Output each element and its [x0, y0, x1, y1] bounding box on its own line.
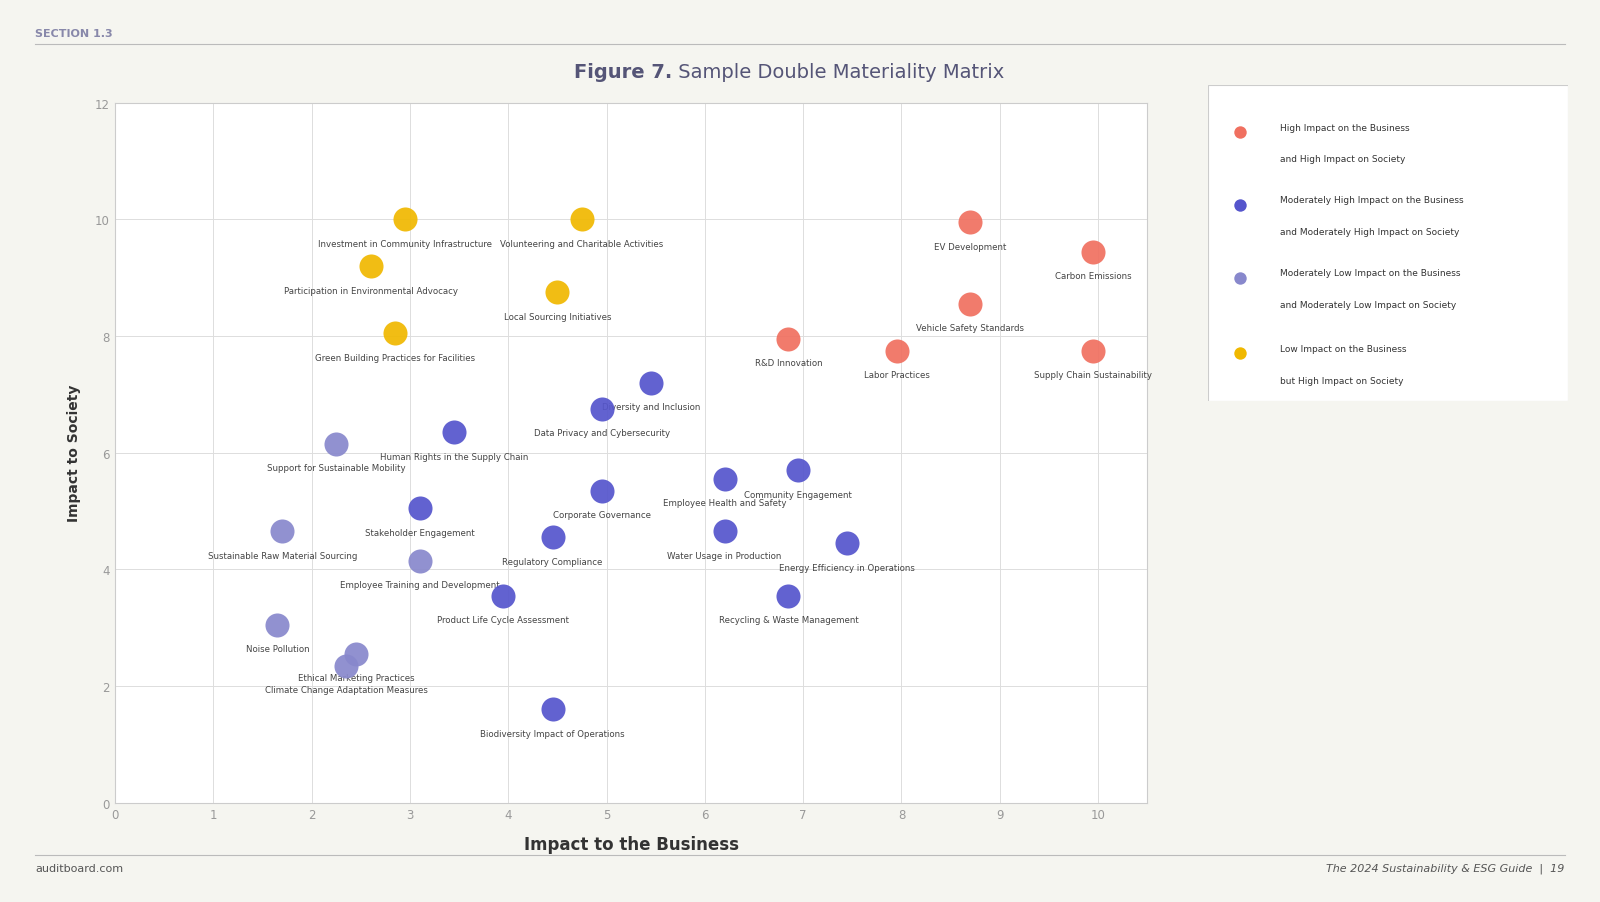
Text: SECTION 1.3: SECTION 1.3 — [35, 29, 114, 39]
Point — [539, 703, 565, 717]
Text: Climate Change Adaptation Measures: Climate Change Adaptation Measures — [264, 686, 427, 695]
Point — [957, 298, 982, 312]
Point — [957, 216, 982, 230]
Point — [835, 537, 861, 551]
Point — [539, 530, 565, 545]
Text: Employee Health and Safety: Employee Health and Safety — [662, 499, 786, 508]
Point — [544, 286, 570, 300]
Text: Figure 7.: Figure 7. — [574, 62, 672, 82]
Text: Sample Double Materiality Matrix: Sample Double Materiality Matrix — [672, 62, 1005, 82]
Point — [442, 426, 467, 440]
Point — [1080, 344, 1106, 358]
Text: Investment in Community Infrastructure: Investment in Community Infrastructure — [318, 240, 493, 249]
Text: and High Impact on Society: and High Impact on Society — [1280, 155, 1405, 164]
Point — [406, 502, 432, 516]
Text: Green Building Practices for Facilities: Green Building Practices for Facilities — [315, 354, 475, 363]
Text: Biodiversity Impact of Operations: Biodiversity Impact of Operations — [480, 729, 626, 738]
Point — [883, 344, 909, 358]
Text: Support for Sustainable Mobility: Support for Sustainable Mobility — [267, 464, 406, 473]
Text: Sustainable Raw Material Sourcing: Sustainable Raw Material Sourcing — [208, 551, 357, 560]
Text: Data Privacy and Cybersecurity: Data Privacy and Cybersecurity — [534, 429, 670, 438]
Point — [1080, 245, 1106, 260]
Text: Volunteering and Charitable Activities: Volunteering and Charitable Activities — [501, 240, 664, 249]
Text: Moderately Low Impact on the Business: Moderately Low Impact on the Business — [1280, 269, 1461, 278]
Point — [358, 260, 384, 274]
Point — [776, 589, 802, 603]
Text: Human Rights in the Supply Chain: Human Rights in the Supply Chain — [381, 452, 528, 461]
FancyBboxPatch shape — [1208, 86, 1568, 401]
Point — [712, 473, 738, 487]
Text: Low Impact on the Business: Low Impact on the Business — [1280, 345, 1406, 354]
Text: Regulatory Compliance: Regulatory Compliance — [502, 557, 603, 566]
Text: Labor Practices: Labor Practices — [864, 371, 930, 380]
Point — [269, 525, 294, 539]
Text: Local Sourcing Initiatives: Local Sourcing Initiatives — [504, 312, 611, 321]
Text: Participation in Environmental Advocacy: Participation in Environmental Advocacy — [283, 286, 458, 295]
Point — [776, 333, 802, 347]
Text: Recycling & Waste Management: Recycling & Waste Management — [718, 615, 858, 624]
Text: Corporate Governance: Corporate Governance — [552, 511, 651, 520]
Point — [638, 376, 664, 391]
Text: Vehicle Safety Standards: Vehicle Safety Standards — [917, 324, 1024, 333]
Text: Noise Pollution: Noise Pollution — [245, 645, 309, 654]
Text: High Impact on the Business: High Impact on the Business — [1280, 124, 1410, 133]
Text: EV Development: EV Development — [934, 243, 1006, 252]
Text: auditboard.com: auditboard.com — [35, 862, 123, 873]
Point — [406, 554, 432, 568]
Point — [382, 327, 408, 341]
X-axis label: Impact to the Business: Impact to the Business — [523, 835, 739, 853]
Text: Employee Training and Development: Employee Training and Development — [341, 581, 499, 589]
Text: Product Life Cycle Assessment: Product Life Cycle Assessment — [437, 615, 570, 624]
Point — [712, 525, 738, 539]
Y-axis label: Impact to Society: Impact to Society — [67, 384, 80, 522]
Text: and Moderately High Impact on Society: and Moderately High Impact on Society — [1280, 227, 1459, 236]
Text: Carbon Emissions: Carbon Emissions — [1054, 272, 1131, 281]
Point — [392, 213, 418, 227]
Text: Stakeholder Engagement: Stakeholder Engagement — [365, 528, 475, 537]
Point — [786, 464, 811, 478]
Point — [323, 437, 349, 452]
Text: Moderately High Impact on the Business: Moderately High Impact on the Business — [1280, 196, 1464, 205]
Point — [342, 647, 368, 661]
Point — [264, 618, 290, 632]
Point — [589, 402, 614, 417]
Text: and Moderately Low Impact on Society: and Moderately Low Impact on Society — [1280, 300, 1456, 309]
Text: but High Impact on Society: but High Impact on Society — [1280, 376, 1403, 385]
Text: Energy Efficiency in Operations: Energy Efficiency in Operations — [779, 563, 915, 572]
Text: Community Engagement: Community Engagement — [744, 490, 853, 499]
Point — [570, 213, 595, 227]
Text: The 2024 Sustainability & ESG Guide  |  19: The 2024 Sustainability & ESG Guide | 19 — [1326, 862, 1565, 873]
Text: R&D Innovation: R&D Innovation — [755, 359, 822, 368]
Text: Ethical Marketing Practices: Ethical Marketing Practices — [298, 674, 414, 683]
Point — [491, 589, 517, 603]
Point — [589, 483, 614, 498]
Text: Diversity and Inclusion: Diversity and Inclusion — [602, 403, 701, 411]
Text: Water Usage in Production: Water Usage in Production — [667, 551, 782, 560]
Point — [333, 658, 358, 673]
Text: Supply Chain Sustainability: Supply Chain Sustainability — [1034, 371, 1152, 380]
